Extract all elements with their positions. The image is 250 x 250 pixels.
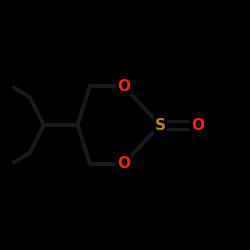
Text: S: S (154, 118, 166, 132)
Text: O: O (117, 156, 130, 171)
Text: O: O (117, 79, 130, 94)
Text: O: O (191, 118, 204, 132)
